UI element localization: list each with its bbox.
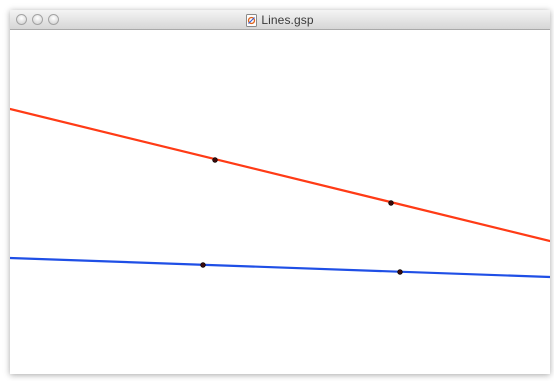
close-button[interactable] [16, 14, 27, 25]
window-title: Lines.gsp [261, 13, 314, 27]
gsp-document-icon [246, 13, 258, 27]
sketch-canvas[interactable] [10, 30, 550, 374]
minimize-button[interactable] [32, 14, 43, 25]
blue-line[interactable] [10, 256, 550, 279]
red-line[interactable] [10, 107, 550, 243]
red-line-point-a[interactable] [212, 157, 218, 163]
app-window: Lines.gsp [10, 10, 550, 374]
zoom-button[interactable] [48, 14, 59, 25]
window-title-group: Lines.gsp [10, 10, 550, 30]
sketch-drawing[interactable] [10, 30, 550, 374]
title-bar[interactable]: Lines.gsp [10, 10, 550, 30]
blue-line-point-b[interactable] [397, 269, 403, 275]
blue-line-point-a[interactable] [200, 262, 206, 268]
red-line-point-b[interactable] [388, 200, 394, 206]
